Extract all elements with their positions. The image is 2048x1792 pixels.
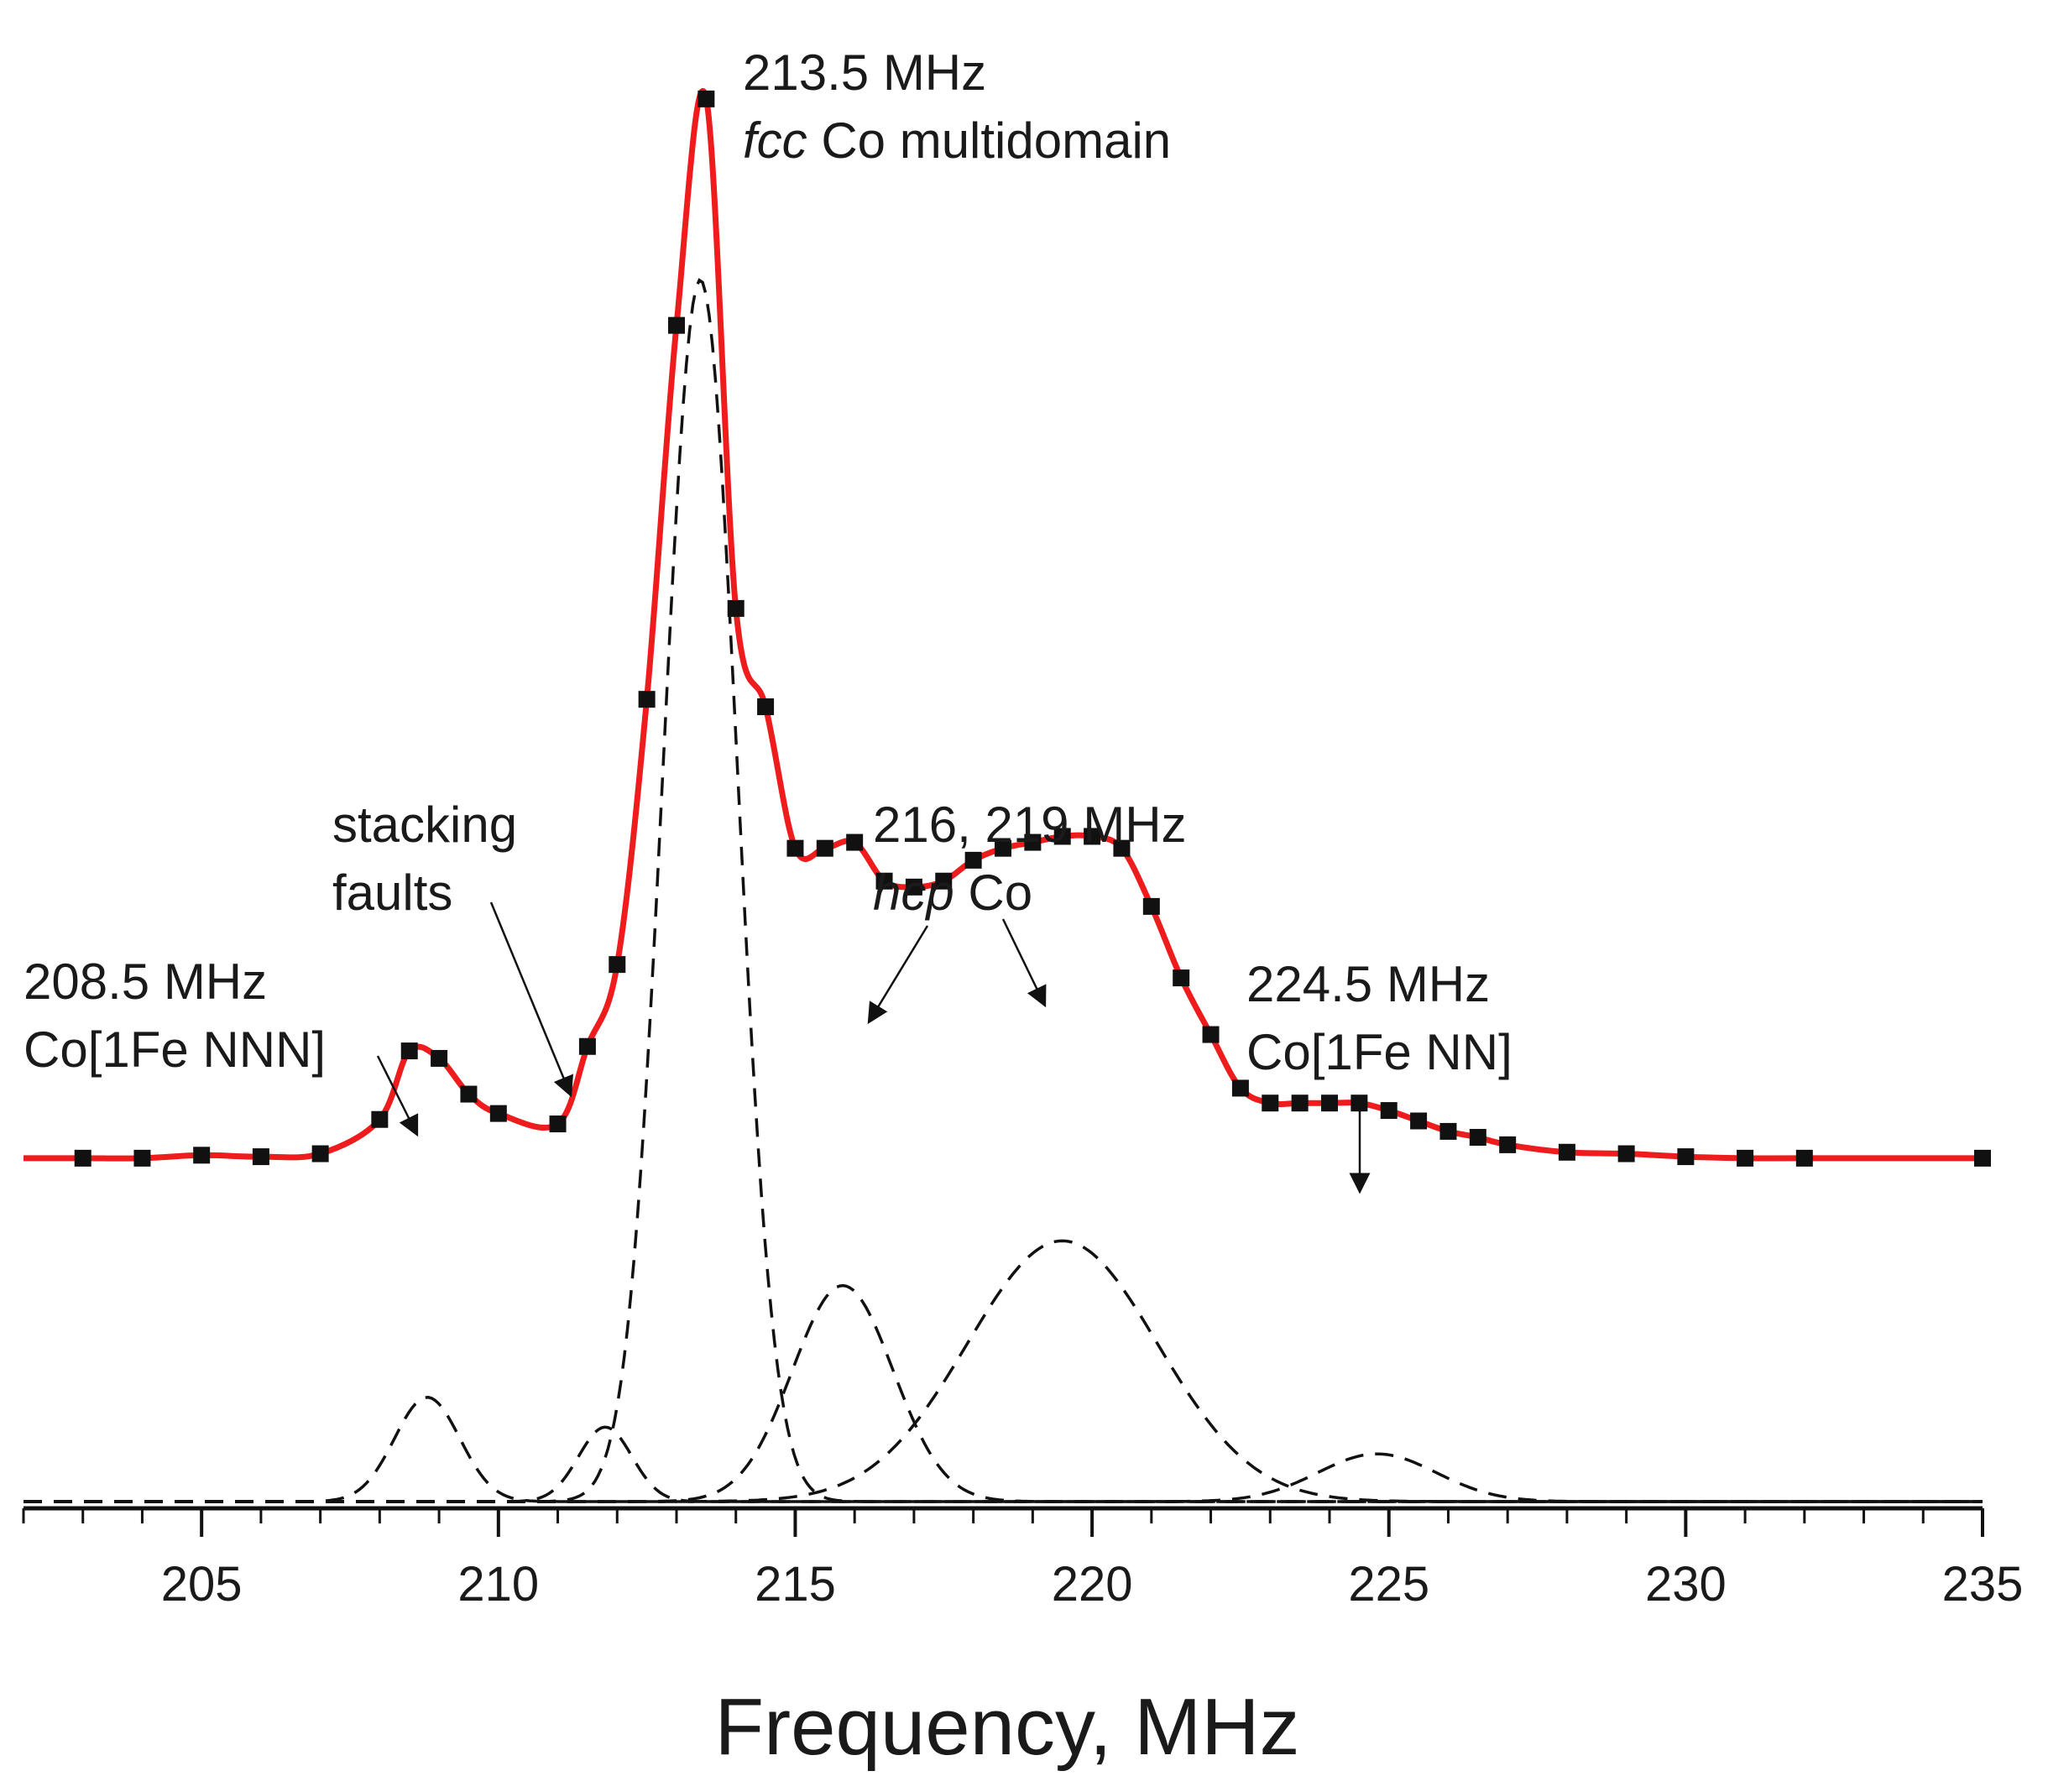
data-point [133,1149,151,1167]
annotation-fcc-rest: Co multidomain [807,112,1172,169]
data-point [786,839,804,857]
data-point [1084,828,1101,845]
data-point [846,833,864,851]
gaussian-components [24,278,1983,1503]
annotation-nn-2: Co[1Fe NN] [1246,1024,1512,1080]
annotation-fcc-2: fcc Co multidomain [743,112,1171,169]
arrow-nnn [376,1055,419,1137]
annotation-fcc: 213.5 MHz [743,44,986,101]
data-point [1380,1102,1398,1120]
component-curve-4 [24,1239,1983,1503]
data-point [668,316,685,334]
data-point [727,599,744,617]
data-point [549,1115,567,1133]
data-point [1262,1095,1279,1112]
arrow-hcp-216 [867,925,929,1025]
annotation-hcp-2: hcp Co [873,865,1032,921]
data-point [1113,839,1131,857]
fit-curve [23,88,1983,1162]
component-curve-3 [24,1283,1983,1503]
data-point [252,1148,269,1166]
x-axis-title: Frequency, MHz [714,1682,1299,1772]
data-point [609,956,626,974]
component-curve-1 [24,1425,1983,1503]
annotation-nn-line2: Co[1Fe NN] [1246,1024,1512,1080]
data-point [697,90,715,107]
annotation-nnn-line1: 208.5 MHz [24,953,267,1010]
data-point [1795,1149,1813,1167]
data-point [1617,1145,1635,1162]
annotation-stacking: stacking [332,797,517,853]
x-tick-label: 225 [1348,1557,1429,1612]
annotation-nnn-line2: Co[1Fe NNN] [24,1021,326,1078]
x-tick-label: 205 [161,1557,243,1612]
data-point [1024,833,1042,851]
data-point [1499,1136,1517,1153]
data-point [1173,969,1190,987]
arrow-hcp-219 [1001,918,1047,1008]
data-point [1321,1095,1338,1112]
data-point [1469,1129,1486,1147]
data-point [400,1042,418,1060]
data-point [431,1049,448,1067]
data-point [460,1085,478,1103]
annotation-fcc-italic: fcc [743,112,807,169]
data-point [489,1105,507,1122]
data-point [1439,1122,1457,1140]
data-point [1142,897,1160,915]
data-point [1558,1143,1575,1161]
data-point [638,691,656,708]
x-tick-label: 215 [755,1557,836,1612]
x-axis: 205 210 215 220 225 230 235 [22,1506,2024,1612]
annotation-nnn-2: Co[1Fe NNN] [24,1021,326,1078]
annotation-nn: 224.5 MHz [1246,956,1490,1012]
data-point [964,851,982,869]
data-point [1231,1079,1249,1097]
data-point [905,878,922,896]
annotation-nn-line1: 224.5 MHz [1246,956,1490,1012]
annotation-hcp-italic: hcp [873,865,954,921]
annotation-nnn: 208.5 MHz [24,953,267,1010]
data-point [757,698,775,716]
data-point [1053,828,1071,845]
data-point [816,839,833,857]
x-tick-label: 235 [1942,1557,2024,1612]
data-point [1291,1095,1309,1112]
data-point [1202,1026,1220,1043]
annotation-stacking-line2: faults [332,865,452,921]
x-tick-label: 210 [457,1557,539,1612]
component-curve-0 [24,1396,1983,1503]
annotation-stacking-line1: stacking [332,797,517,853]
x-tick-label: 230 [1645,1557,1727,1612]
data-point [74,1149,91,1167]
data-points [74,90,1991,1167]
x-tick-label: 220 [1052,1557,1133,1612]
data-point [193,1147,211,1164]
data-point [371,1110,389,1128]
fit-curve-layer [23,88,1983,1162]
annotation-hcp-line1: 216, 219 MHz [873,797,1187,853]
data-point [995,839,1011,857]
data-point [311,1145,329,1162]
annotation-stacking-2: faults [332,865,452,921]
arrow-stacking [489,901,573,1098]
data-point [1677,1148,1695,1166]
data-point [1974,1149,1991,1167]
annotation-hcp: 216, 219 MHz [873,797,1187,853]
annotation-hcp-rest: Co [954,865,1032,921]
annotation-fcc-line1: 213.5 MHz [743,44,986,101]
data-point [935,872,953,890]
data-point [578,1037,596,1055]
component-curve-5 [24,1452,1983,1503]
data-point [875,872,893,890]
data-point [1410,1112,1428,1130]
data-point [1737,1149,1754,1167]
annotation-arrows [376,901,1371,1194]
